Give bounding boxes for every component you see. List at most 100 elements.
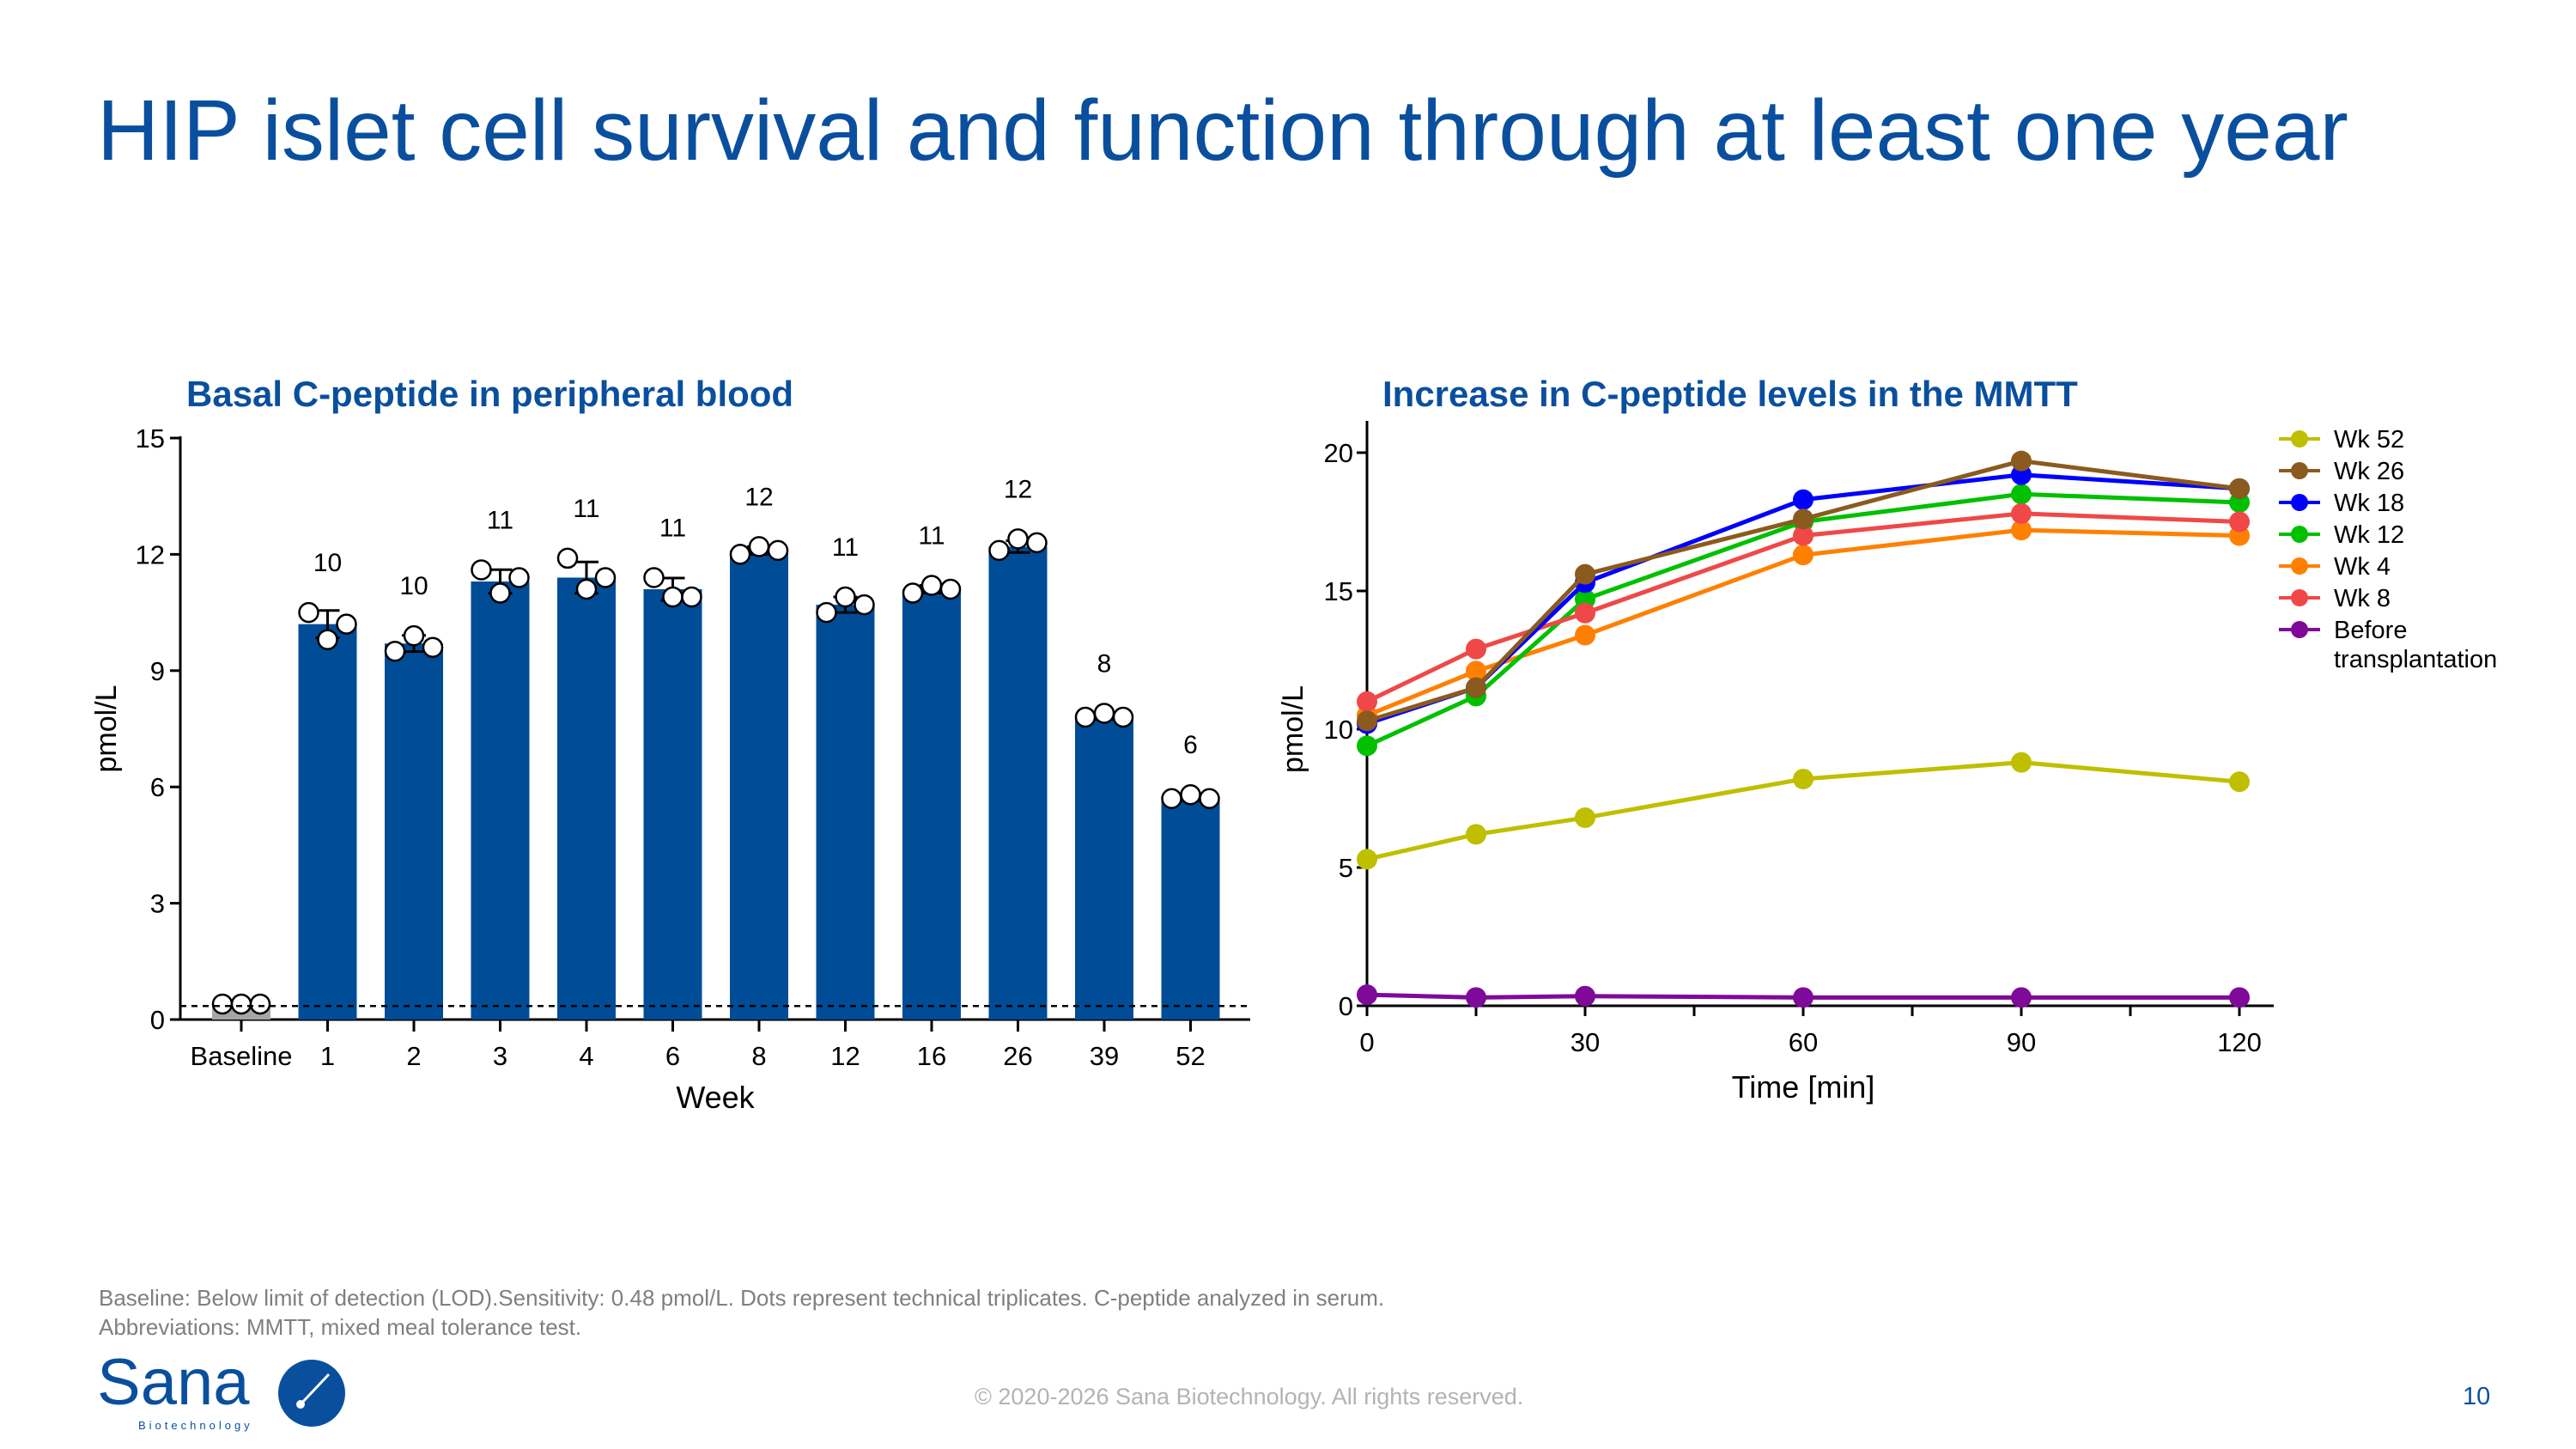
data-label: 10 [313, 549, 342, 577]
legend-item: Wk 4 [2275, 552, 2523, 584]
x-tick-label: 26 [1003, 1041, 1032, 1071]
data-point [2011, 484, 2032, 505]
y-tick-label: 10 [1324, 715, 1353, 745]
legend-marker-icon [2275, 552, 2324, 578]
replicate-dot [729, 544, 751, 565]
x-tick-label: 8 [751, 1041, 766, 1071]
data-label: 11 [832, 533, 859, 562]
data-point [1793, 489, 1814, 510]
y-tick-label: 20 [1324, 438, 1353, 468]
y-axis-label: pmol/L [1277, 685, 1309, 773]
series-line-wk-8 [1365, 511, 2240, 704]
replicate-dot [939, 578, 962, 600]
data-point [1466, 824, 1486, 845]
legend-label: Wk 8 [2334, 585, 2391, 612]
x-axis-label: Week [676, 1080, 755, 1115]
data-point [1357, 710, 1377, 732]
line-chart-title: Increase in C-peptide levels in the MMTT [1382, 374, 2078, 414]
y-tick-label: 3 [150, 889, 165, 919]
y-tick-label: 6 [150, 772, 165, 802]
data-point [1466, 987, 1486, 1008]
bar-16 [902, 589, 961, 1020]
x-tick-label: 30 [1571, 1027, 1600, 1057]
x-tick-label: 90 [2007, 1027, 2036, 1057]
data-point [2011, 987, 2032, 1008]
replicate-dot [489, 582, 511, 604]
data-label: 6 [1183, 731, 1198, 759]
x-axis-label: Time [min] [1732, 1069, 1875, 1105]
y-axis-label: pmol/L [90, 685, 123, 772]
x-tick-label: 52 [1176, 1041, 1205, 1071]
y-tick-label: 9 [150, 656, 165, 686]
data-point [1466, 677, 1486, 698]
legend-label: Wk 18 [2334, 490, 2405, 517]
legend-item: Wk 18 [2275, 489, 2523, 521]
x-tick-label: 2 [406, 1041, 421, 1071]
replicate-dot [902, 582, 924, 604]
legend-marker-icon [2275, 457, 2324, 483]
replicate-dot [681, 586, 702, 608]
footnote-abbreviations: Abbreviations: MMTT, mixed meal toleranc… [99, 1314, 582, 1340]
data-label: 10 [399, 572, 428, 600]
x-tick-label: 1 [320, 1041, 335, 1071]
data-point [2011, 502, 2032, 524]
data-label: 11 [918, 522, 945, 551]
bar-26 [988, 546, 1048, 1020]
replicate-dot [594, 567, 617, 588]
replicate-dot [336, 613, 357, 635]
legend-label: Wk 4 [2334, 553, 2391, 581]
data-point [1575, 602, 1595, 624]
replicate-dot [556, 547, 579, 569]
data-point [1466, 661, 1486, 682]
series-line-wk-4 [1366, 527, 2240, 718]
bar-chart-title: Basal C-peptide in peripheral blood [186, 374, 794, 414]
y-tick-label: 15 [1324, 576, 1353, 606]
x-tick-label: 3 [493, 1041, 507, 1071]
data-point [1357, 984, 1377, 1006]
replicate-dot [384, 640, 406, 662]
replicate-dot [1199, 788, 1220, 809]
y-tick-label: 0 [1339, 991, 1353, 1021]
legend-marker-icon [2275, 616, 2324, 642]
data-point [2229, 771, 2250, 793]
data-point [1466, 638, 1486, 660]
replicate-dot [403, 624, 425, 647]
replicate-dot [643, 567, 665, 588]
page-number: 10 [2463, 1383, 2491, 1410]
replicate-dot [1112, 706, 1134, 728]
replicate-dot [767, 539, 789, 562]
legend-label: Wk 12 [2334, 521, 2405, 549]
x-tick-label: Baseline [191, 1041, 293, 1071]
y-tick-label: 15 [136, 423, 165, 454]
copyright: © 2020-2026 Sana Biotechnology. All righ… [975, 1384, 1524, 1409]
legend-label: Before transplantation [2334, 617, 2498, 673]
data-label: 11 [659, 514, 686, 542]
replicate-dot [471, 559, 492, 581]
x-tick-label: 4 [579, 1041, 593, 1071]
x-tick-label: 12 [830, 1041, 860, 1071]
series-line-wk-12 [1365, 491, 2240, 748]
data-label: 11 [487, 506, 513, 534]
legend-item: Wk 12 [2275, 521, 2523, 552]
legend-marker-icon [2275, 425, 2324, 451]
replicate-dot [508, 567, 530, 588]
replicate-dot [249, 993, 271, 1015]
data-point [2011, 450, 2032, 472]
x-tick-label: 0 [1359, 1027, 1374, 1057]
y-tick-label: 12 [136, 539, 165, 569]
x-tick-label: 16 [917, 1041, 946, 1071]
x-tick-label: 60 [1789, 1027, 1818, 1057]
series-line-wk-52 [1366, 760, 2240, 861]
data-label: 8 [1097, 649, 1112, 678]
legend-label: Wk 26 [2334, 458, 2405, 485]
logo-wordmark: Sana [97, 1353, 250, 1419]
bar-6 [643, 589, 702, 1020]
bar-52 [1161, 798, 1220, 1020]
logo-subtext: Biotechnology [138, 1419, 253, 1432]
legend-item: Wk 26 [2275, 457, 2523, 489]
data-point [2011, 520, 2032, 541]
data-point [1793, 768, 1814, 789]
replicate-dot [835, 586, 856, 608]
